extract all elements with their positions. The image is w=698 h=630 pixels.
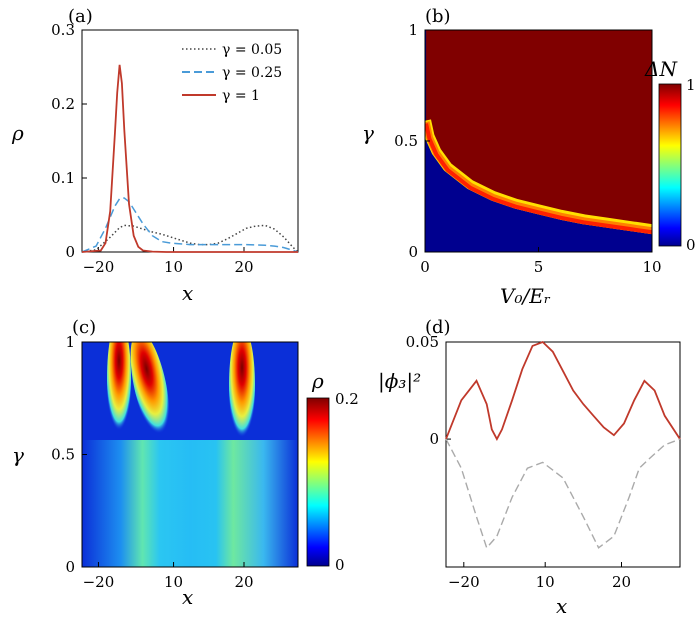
panel-a-ytick-label: 0.3 (51, 21, 75, 39)
panel-b-edge-band-2 (425, 123, 652, 235)
panel-c-colorbar-tick-min: 0 (335, 556, 345, 574)
panel-c-colorbar-label: ρ (311, 369, 324, 393)
panel-c-ylabel: γ (12, 443, 24, 467)
panel-d: (d) |ϕ₃|² x 0 0.05 −20 10 20 (378, 317, 681, 618)
panel-b-xlabel: V₀/Eᵣ (500, 284, 551, 308)
panel-c-xlabel: x (182, 585, 193, 609)
panel-c-lower-body (82, 440, 298, 567)
panel-c-colorbar (306, 397, 330, 567)
panel-a-series-2 (81, 64, 298, 253)
panel-d-xtick-label: 10 (536, 573, 555, 591)
panel-a-ytick-label: 0.1 (51, 169, 75, 187)
panel-b-ytick-label: 0 (408, 243, 418, 261)
panel-c-ytick-label: 0.5 (51, 446, 75, 464)
panel-c-peak-left (107, 342, 131, 436)
panel-c-colorbar-tick-max: 0.2 (335, 390, 359, 408)
legend-text-gamma-005: γ = 0.05 (222, 42, 282, 58)
panel-a-ylabel: ρ (11, 121, 24, 145)
panel-d-xtick-label: 20 (612, 573, 631, 591)
panel-b-label: (b) (425, 6, 451, 27)
panel-b-high-region (426, 30, 652, 235)
panel-a-legend: γ = 0.05 γ = 0.25 γ = 1 (182, 42, 282, 104)
panel-a-xtick-label: 10 (164, 258, 183, 276)
panel-b-ytick-label: 1 (408, 21, 418, 39)
panel-b-ylabel: γ (362, 121, 374, 145)
panel-a-ytick-label: 0 (65, 243, 75, 261)
panel-d-ylabel: |ϕ₃|² (378, 369, 421, 394)
panel-a-series-0 (81, 224, 299, 253)
panel-b-colorbar-tick-min: 0 (686, 236, 696, 254)
panel-c-ytick-label: 1 (65, 333, 75, 351)
panel-c-xtick-label: −20 (83, 573, 115, 591)
panel-c-xtick-label: 20 (234, 573, 253, 591)
panel-d-ytick-label: 0 (429, 430, 439, 448)
panel-b-ytick-label: 0.5 (394, 132, 418, 150)
panel-b-xtick-label: 5 (534, 258, 544, 276)
legend-text-gamma-025: γ = 0.25 (222, 65, 282, 81)
panel-c-xtick-label: 10 (164, 573, 183, 591)
panel-c-label: (c) (72, 317, 96, 338)
panel-d-frame (445, 341, 681, 568)
panel-b-colorbar-label: ΔN (644, 57, 678, 81)
panel-b-xtick-label: 10 (642, 258, 661, 276)
panel-b-colorbar (658, 83, 682, 247)
panel-b-xtick-label: 0 (420, 258, 430, 276)
panel-a-xtick-label: −20 (83, 258, 115, 276)
panel-d-series-potential (445, 438, 681, 550)
panel-d-ytick-label: 0.05 (406, 333, 439, 351)
panel-a-label: (a) (68, 6, 93, 27)
legend-text-gamma-1: γ = 1 (222, 88, 260, 104)
panel-c: (c) γ x 0 0.5 1 −20 10 20 ρ 0.2 0 (12, 317, 359, 609)
panel-d-series-density (445, 340, 681, 442)
panel-a-series-1 (81, 197, 299, 253)
panel-c-peak-right (229, 342, 255, 443)
panel-c-peak-mid (130, 342, 170, 439)
panel-b: (b) γ V₀/Eᵣ 0 0.5 1 0 5 10 ΔN 1 0 (362, 6, 696, 308)
panel-d-xtick-label: −20 (448, 573, 480, 591)
panel-a-ytick-label: 0.2 (51, 95, 75, 113)
panel-b-colorbar-tick-max: 1 (686, 76, 696, 94)
panel-d-xlabel: x (556, 594, 567, 618)
panel-a-xlabel: x (182, 281, 193, 305)
panel-c-ytick-label: 0 (65, 558, 75, 576)
panel-a-xtick-label: 20 (234, 258, 253, 276)
panel-a: (a) ρ x 0 0.1 0.2 0.3 −20 10 20 γ = 0.05 γ = … (11, 6, 299, 305)
panel-d-label: (d) (425, 317, 451, 338)
